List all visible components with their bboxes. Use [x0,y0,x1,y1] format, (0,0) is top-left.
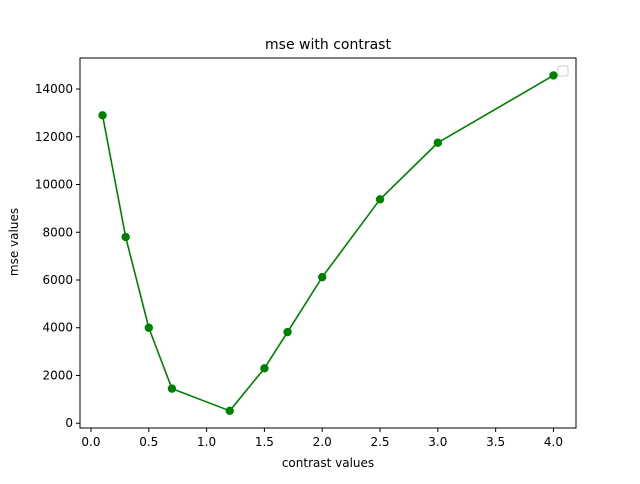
data-point [98,111,107,120]
data-point [318,272,327,282]
data-point [260,364,269,373]
data-point [144,323,153,332]
data-point [225,406,234,416]
y-tick-label: 8000 [42,225,73,239]
y-tick-label: 4000 [42,321,73,335]
data-point [167,384,177,393]
x-tick-label: 0.0 [81,435,100,449]
y-tick-label: 12000 [35,130,73,144]
x-tick-label: 1.5 [255,435,274,449]
plot-data [98,71,558,416]
data-point [433,138,443,147]
y-tick-label: 6000 [42,273,73,287]
chart-title: mse with contrast [265,37,391,53]
y-tick-label: 0 [65,416,73,430]
y-tick-label: 14000 [35,82,73,96]
data-point [549,71,558,80]
data-point [375,195,385,204]
x-tick-label: 2.5 [370,435,389,449]
x-tick-label: 2.0 [313,435,332,449]
axis-ticks: 0.0 0.5 1.0 1.5 2.0 2.5 3.0 3.5 4.0 0 2000 4000 6000… [35,82,563,449]
plot-frame [79,57,577,429]
data-point [283,327,292,337]
x-tick-label: 3.5 [486,435,505,449]
y-tick-label: 10000 [35,178,73,192]
data-point [121,232,130,242]
y-axis-label: mse values [7,208,21,276]
legend-box [557,65,569,77]
x-tick-label: 0.5 [139,435,158,449]
x-tick-label: 4.0 [544,435,563,449]
x-tick-label: 1.0 [197,435,216,449]
x-tick-label: 3.0 [428,435,447,449]
y-tick-label: 2000 [42,368,73,382]
x-axis-label: contrast values [282,456,374,470]
